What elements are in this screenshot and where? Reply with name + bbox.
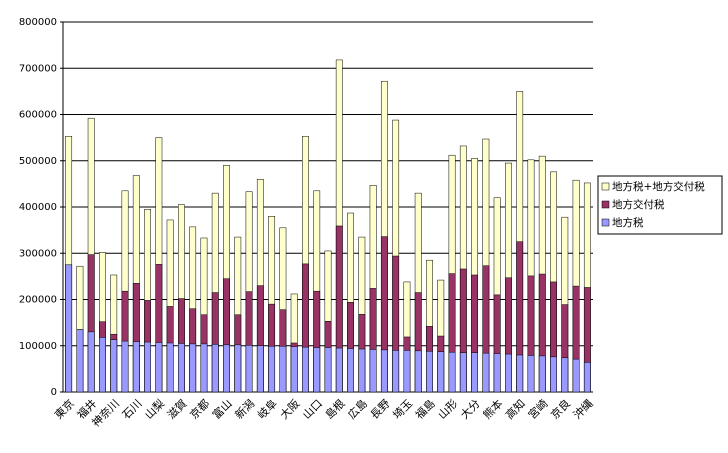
bar xyxy=(561,357,569,393)
bar xyxy=(166,342,174,393)
bar xyxy=(347,348,354,393)
y-tick-label: 0 xyxy=(51,387,57,398)
legend-swatch xyxy=(601,200,610,209)
bar xyxy=(369,349,377,393)
bar xyxy=(121,340,129,393)
bar xyxy=(527,355,535,393)
bar xyxy=(583,362,591,393)
bar xyxy=(426,351,433,393)
legend-box xyxy=(597,175,723,235)
bar xyxy=(290,346,298,393)
y-tick-label: 100000 xyxy=(19,341,57,352)
y-tick-label: 300000 xyxy=(19,248,57,259)
bar xyxy=(65,264,73,393)
bar xyxy=(414,350,422,393)
bar xyxy=(538,355,546,393)
x-tick-label: 石川 xyxy=(120,397,145,422)
bar xyxy=(437,351,445,393)
bar xyxy=(392,350,400,393)
bar xyxy=(572,358,580,393)
bar xyxy=(99,337,106,393)
x-tick-label: 京都 xyxy=(187,396,212,421)
bar xyxy=(144,341,151,393)
x-tick-label: 大阪 xyxy=(277,396,302,421)
legend-swatch xyxy=(601,182,610,191)
legend-label: 地方税+地方交付税 xyxy=(612,180,705,193)
bar xyxy=(200,343,208,393)
x-tick-label: 高知 xyxy=(502,396,527,421)
x-tick-label: 埼玉 xyxy=(390,396,415,421)
bar xyxy=(335,347,343,393)
bar xyxy=(448,351,456,393)
x-tick-label: 山形 xyxy=(436,397,461,422)
bar xyxy=(223,344,230,393)
x-tick-label: 岐阜 xyxy=(255,397,280,422)
y-tick-label: 600000 xyxy=(19,110,57,121)
bar xyxy=(313,347,321,393)
bar xyxy=(358,348,366,393)
bar xyxy=(110,339,118,393)
bar xyxy=(234,344,242,393)
bar xyxy=(189,343,197,393)
bar xyxy=(268,345,276,393)
bar xyxy=(279,345,287,393)
x-tick-label: 福島 xyxy=(412,396,437,421)
bar xyxy=(471,352,479,393)
bar xyxy=(177,343,185,393)
x-tick-label: 山口 xyxy=(300,397,325,422)
x-tick-label: 京良 xyxy=(548,396,573,421)
bar xyxy=(380,349,388,393)
legend-label: 地方交付税 xyxy=(612,198,665,211)
bar xyxy=(482,352,490,393)
y-tick-label: 400000 xyxy=(19,202,57,213)
x-tick-label: 広島 xyxy=(345,396,370,421)
bar xyxy=(132,341,140,393)
x-tick-label: 新潟 xyxy=(232,396,257,421)
bar xyxy=(516,354,524,393)
x-tick-label: 島根 xyxy=(322,396,347,421)
x-tick-label: 山梨 xyxy=(142,396,167,421)
x-tick-label: 大分 xyxy=(457,396,482,421)
x-tick-label: 滋賀 xyxy=(165,397,190,422)
bar xyxy=(245,345,253,393)
y-tick-label: 800000 xyxy=(19,17,57,28)
bar xyxy=(76,329,84,393)
bar xyxy=(493,353,501,393)
x-tick-label: 宮崎 xyxy=(525,396,550,421)
bar xyxy=(211,344,219,393)
x-tick-label: 富山 xyxy=(209,396,234,421)
bar xyxy=(403,350,411,393)
bar xyxy=(302,346,309,393)
x-tick-label: 長野 xyxy=(368,397,393,422)
legend-label: 地方税 xyxy=(612,216,644,229)
y-tick-label: 500000 xyxy=(19,156,57,167)
bar xyxy=(550,356,557,393)
x-tick-label: 沖縄 xyxy=(570,396,595,421)
x-tick-label: 東京 xyxy=(51,396,76,421)
bar xyxy=(256,345,264,393)
x-tick-label: 熊本 xyxy=(480,396,505,421)
y-tick-label: 700000 xyxy=(19,63,57,74)
bar xyxy=(324,347,332,393)
bar xyxy=(459,352,467,393)
bar xyxy=(155,342,163,393)
legend-swatch xyxy=(601,218,610,227)
bar xyxy=(505,353,512,393)
bar xyxy=(87,331,95,393)
y-tick-label: 200000 xyxy=(19,295,57,306)
